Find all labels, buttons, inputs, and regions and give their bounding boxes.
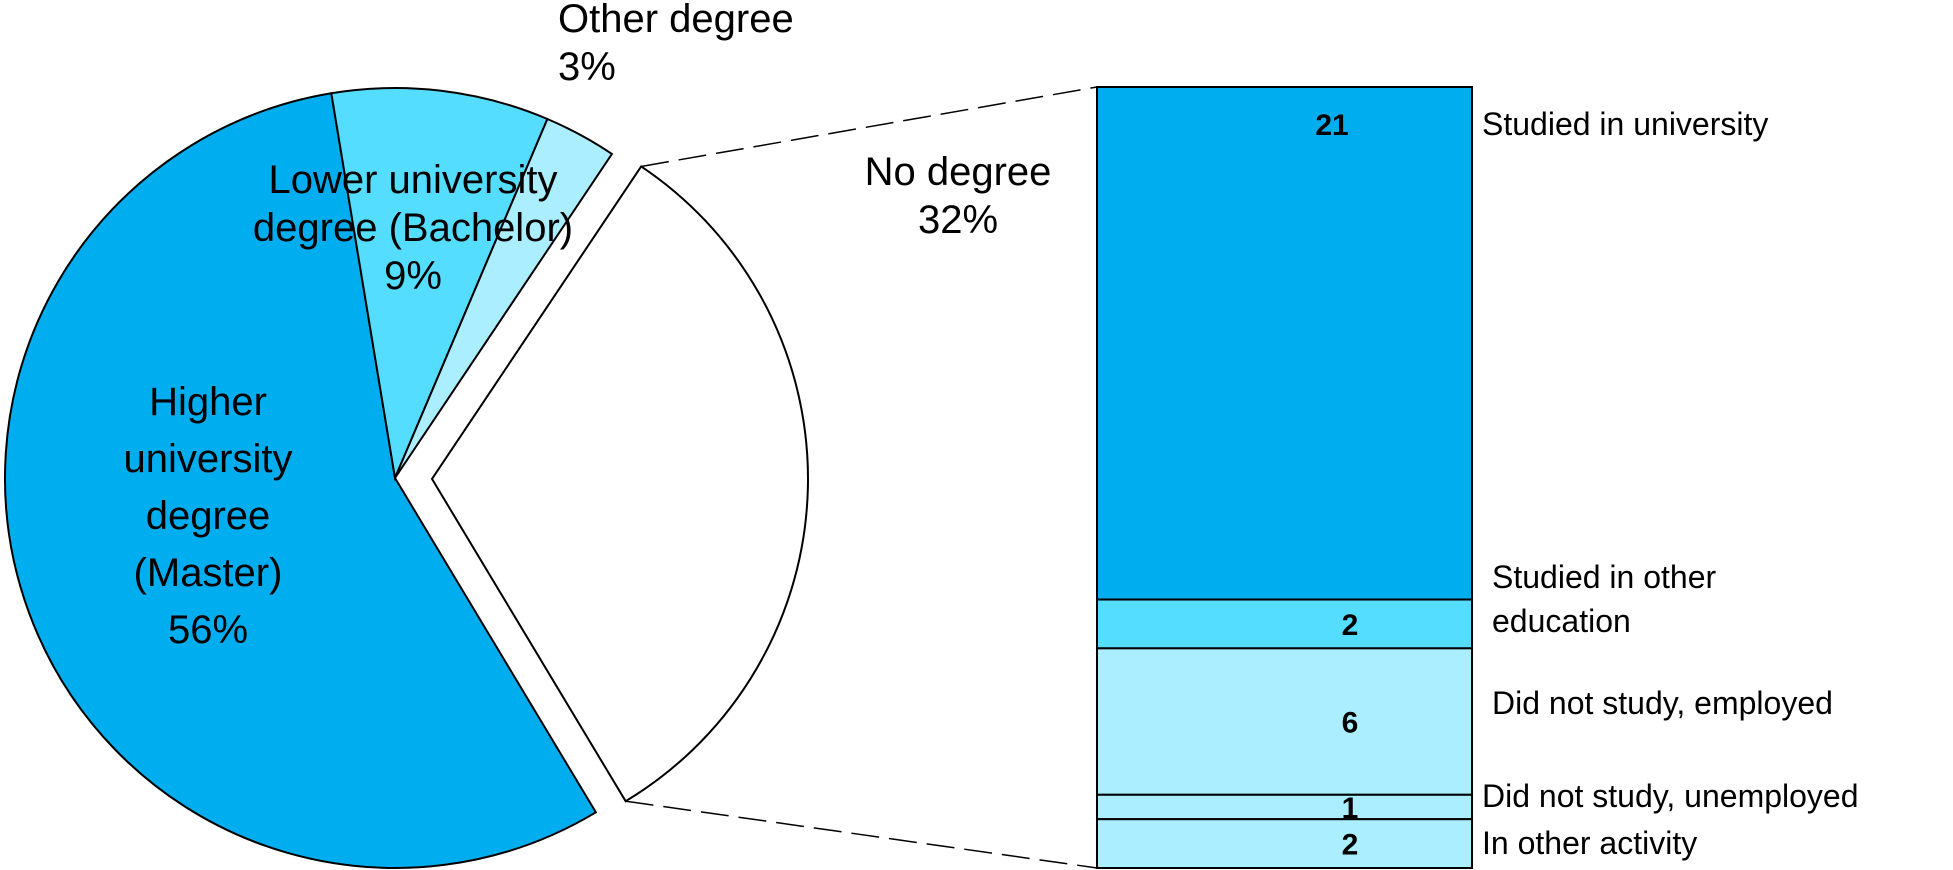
bar-segment-did-not-study-employed [1096, 647, 1473, 796]
bar-value-label-did-not-study-employed: 6 [1342, 707, 1359, 740]
connector-line-top [641, 86, 1098, 168]
bar-category-label-did-not-study-employed: Did not study, employed [1492, 685, 1833, 721]
pie-slice-higher-university-degree-master [4, 92, 598, 869]
bar-category-label-in-other-activity: In other activity [1482, 825, 1697, 861]
pie-label-other-degree: Other degree 3% [558, 0, 794, 89]
bar-category-label-studied-in-university: Studied in university [1482, 106, 1768, 142]
bar-category-label-did-not-study-unemployed: Did not study, unemployed [1482, 778, 1859, 814]
connector-line-bottom [625, 800, 1098, 869]
explode-connectors [625, 86, 1098, 869]
pie-slice-no-degree [430, 165, 809, 803]
bar-category-label-studied-in-other-education: Studied in other education [1492, 559, 1717, 639]
bar-segment-studied-in-university [1096, 86, 1473, 601]
bar-segment-in-other-activity [1096, 818, 1473, 869]
pie-label-no-degree: No degree 32% [865, 150, 1052, 242]
bar-value-label-in-other-activity: 2 [1342, 829, 1359, 862]
bar-value-label-did-not-study-unemployed: 1 [1342, 792, 1359, 825]
pie-label-higher-university-degree-master: Higher university degree (Master) 56% [124, 380, 293, 652]
bar-value-label-studied-in-university: 21 [1315, 109, 1348, 142]
bar-segment-studied-in-other-education [1096, 598, 1473, 650]
pie-chart: Higher university degree (Master) 56% Lower u… [4, 0, 1052, 869]
bar-segment-did-not-study-unemployed [1096, 793, 1473, 821]
pie-slice-lower-university-degree-bachelor [330, 87, 549, 482]
pie-label-lower-university-degree-bachelor: Lower university degree (Bachelor) 9% [253, 158, 573, 298]
bar-value-label-studied-in-other-education: 2 [1342, 609, 1359, 642]
pie-slice-other-degree [394, 117, 614, 479]
